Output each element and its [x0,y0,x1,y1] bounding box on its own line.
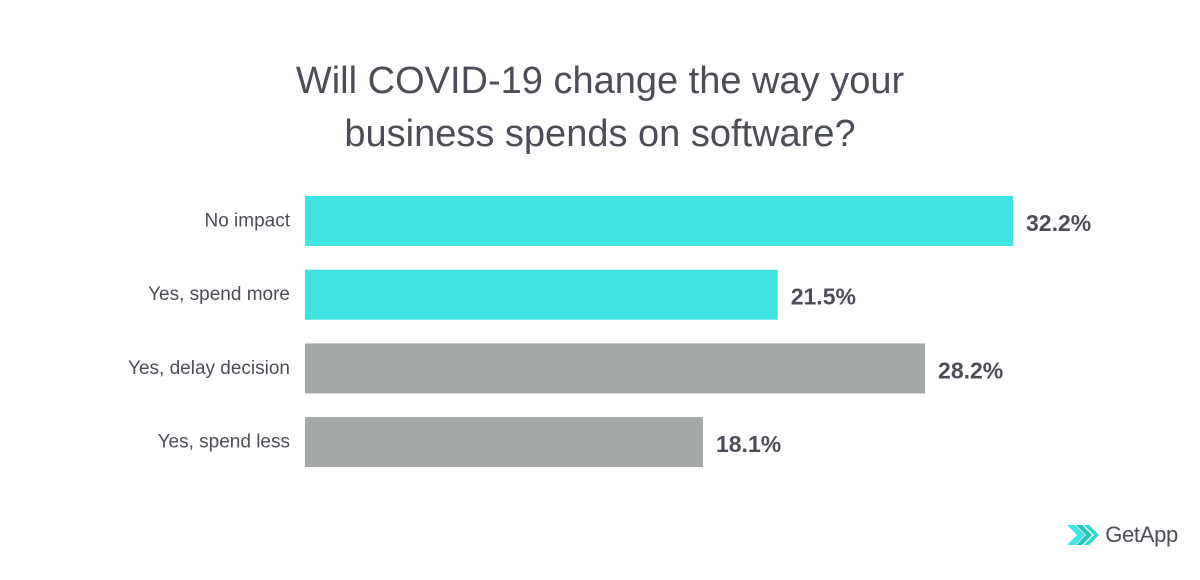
bar-0 [305,196,1013,246]
chart-title-line-2: business spends on software? [344,113,856,155]
category-label-0: No impact [204,211,290,232]
category-label-3: Yes, spend less [158,432,290,453]
bar-3 [305,417,703,468]
value-label-1: 21.5% [791,284,856,310]
getapp-chevron-icon [1067,525,1100,545]
getapp-logo: GetApp [1067,522,1178,547]
brand-name: GetApp [1105,522,1178,547]
chart-title-line-1: Will COVID-19 change the way your [295,60,905,102]
value-label-2: 28.2% [938,357,1003,383]
category-label-1: Yes, spend more [148,284,290,305]
bar-1 [305,269,778,320]
bar-2 [305,343,926,394]
category-label-2: Yes, delay decision [128,358,290,379]
value-label-3: 18.1% [716,431,781,457]
value-label-0: 32.2% [1026,210,1091,236]
chart-title: Will COVID-19 change the way your busine… [0,55,1200,161]
